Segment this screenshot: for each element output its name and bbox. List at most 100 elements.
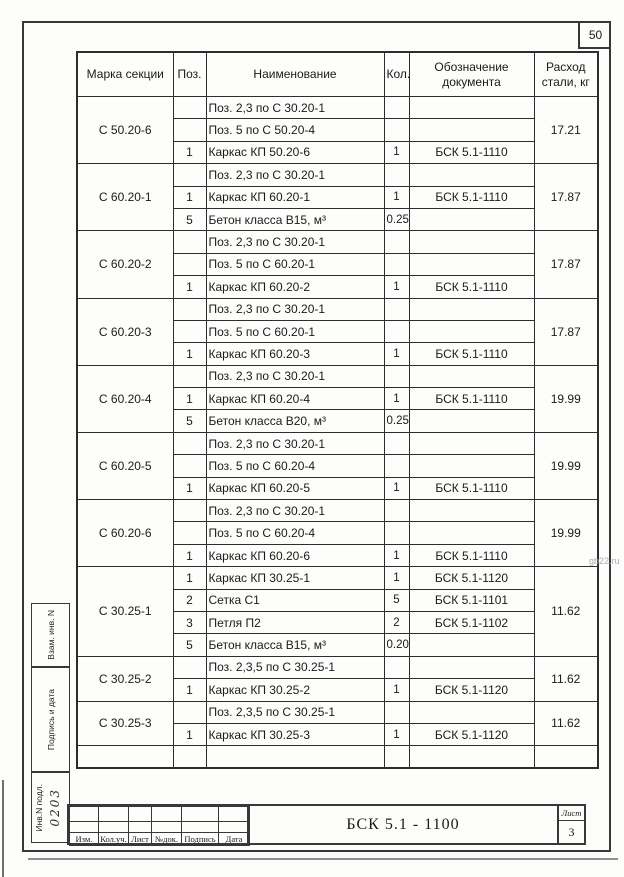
name-cell: Бетон класса В15, м³ (205, 633, 385, 657)
steel-cell: 19.99 (533, 364, 599, 433)
pos-cell (172, 454, 207, 478)
table-row: С 50.20-6 Поз. 2,3 по С 30.20-1 17.21 (76, 95, 599, 165)
qty-cell (383, 118, 410, 142)
table-row: 1 Каркас КП 60.20-4 1 БСК 5.1-1110 (77, 387, 598, 411)
name-cell: Поз. 2,3 по С 30.20-1 (205, 95, 385, 120)
revision-column-label: Дата (218, 832, 250, 846)
doc-cell: БСК 5.1-1110 (408, 185, 535, 209)
specification-table: Марка секции Поз. Наименование Кол. Обоз… (76, 51, 599, 770)
qty-cell: 0.25 (383, 409, 410, 433)
name-cell: Поз. 2,3 по С 30.20-1 (205, 431, 385, 456)
table-row: 1 Каркас КП 30.25-2 1 БСК 5.1-1120 (77, 678, 598, 702)
name-cell: Петля П2 (205, 610, 385, 635)
table-row: 1 Каркас КП 60.20-5 1 БСК 5.1-1110 (77, 476, 598, 501)
revision-column-label: №док. (151, 832, 182, 846)
pos-cell: 5 (172, 207, 207, 232)
doc-cell (408, 431, 535, 456)
doc-cell (408, 319, 535, 344)
title-block-revision-table: Изм. Кол.уч. Лист №док. Подпись Дата (67, 804, 250, 846)
document-number-cell: БСК 5.1 - 1100 (247, 804, 559, 845)
table-row: С 60.20-3 Поз. 2,3 по С 30.20-1 17.87 (76, 297, 599, 366)
steel-cell: 19.99 (533, 499, 599, 568)
mark-cell: С 60.20-1 (76, 163, 174, 232)
sheet-cell: Лист 3 (557, 804, 586, 845)
steel-cell: 17.87 (533, 163, 599, 232)
name-cell: Поз. 5 по С 60.20-4 (205, 454, 385, 478)
mark-cell: С 60.20-6 (76, 499, 174, 568)
steel-cell: 11.62 (533, 655, 599, 702)
doc-cell (408, 297, 535, 321)
mark-cell: С 60.20-4 (76, 364, 174, 433)
pos-cell: 5 (172, 409, 207, 433)
pos-cell: 1 (172, 387, 207, 411)
doc-cell (408, 364, 535, 389)
revision-column-label: Изм. (69, 832, 99, 846)
page-number-box: 50 (578, 23, 611, 49)
doc-cell (408, 499, 535, 523)
table-row: 5 Бетон класса В20, м³ 0.25 (77, 409, 598, 433)
name-cell: Бетон класса В15, м³ (205, 207, 385, 232)
qty-cell: 2 (383, 610, 410, 635)
header-doc: Обозначение документа (408, 51, 535, 97)
pos-cell (172, 252, 207, 277)
pos-cell: 3 (172, 610, 207, 635)
name-cell: Каркас КП 60.20-4 (205, 387, 385, 411)
pos-cell (172, 118, 207, 142)
table-row: С 60.20-1 Поз. 2,3 по С 30.20-1 17.87 (76, 163, 599, 232)
margin-box-vzam-inv: Взам. инв. N (31, 603, 70, 667)
pos-cell: 1 (172, 342, 207, 366)
table-row: 5 Бетон класса В15, м³ 0.20 (77, 633, 598, 657)
mark-cell (76, 745, 174, 769)
name-cell: Каркас КП 30.25-3 (205, 722, 385, 747)
table-row: 1 Каркас КП 60.20-6 1 БСК 5.1-1110 (77, 543, 598, 568)
name-cell: Поз. 2,3 по С 30.20-1 (205, 230, 385, 254)
header-mark: Марка секции (76, 51, 174, 97)
qty-cell: 1 (383, 275, 410, 299)
pos-cell (172, 431, 207, 456)
qty-cell (383, 297, 410, 321)
doc-cell: БСК 5.1-1110 (408, 387, 535, 411)
mark-cell: С 60.20-5 (76, 431, 174, 501)
header-qty: Кол. (383, 51, 410, 97)
pos-cell: 1 (172, 543, 207, 568)
table-row: С 60.20-2 Поз. 2,3 по С 30.20-1 17.87 (76, 230, 599, 299)
mark-cell: С 60.20-3 (76, 297, 174, 366)
table-row: Поз. 5 по С 60.20-1 (77, 319, 598, 344)
qty-cell (383, 431, 410, 456)
name-cell: Каркас КП 60.20-5 (205, 476, 385, 501)
qty-cell: 5 (383, 588, 410, 612)
revision-label-row: Изм. Кол.уч. Лист №док. Подпись Дата (69, 832, 250, 846)
qty-cell: 0.20 (383, 633, 410, 657)
pos-cell (172, 364, 207, 389)
doc-cell (408, 409, 535, 433)
qty-cell (383, 95, 410, 120)
name-cell: Поз. 5 по С 50.20-4 (205, 118, 385, 142)
qty-cell (383, 163, 410, 187)
scan-edge-line (28, 858, 618, 860)
table-header: Марка секции Поз. Наименование Кол. Обоз… (76, 51, 599, 97)
watermark: gb22.ru (589, 556, 620, 566)
doc-cell (408, 252, 535, 277)
scan-edge-line (2, 780, 4, 877)
qty-cell (383, 655, 410, 680)
table-row: 2 Сетка С1 5 БСК 5.1-1101 (77, 588, 598, 612)
page-frame (22, 21, 611, 852)
doc-cell (408, 633, 535, 657)
doc-cell: БСК 5.1-1110 (408, 476, 535, 501)
qty-cell: 1 (383, 140, 410, 165)
doc-cell (408, 700, 535, 724)
doc-cell: БСК 5.1-1102 (408, 610, 535, 635)
margin-label: Инв.N подл. (34, 783, 44, 832)
qty-cell (383, 745, 410, 769)
name-cell: Бетон класса В20, м³ (205, 409, 385, 433)
margin-label: Взам. инв. N (45, 610, 56, 660)
mark-cell: С 30.25-2 (76, 655, 174, 702)
table-row: Поз. 5 по С 60.20-1 (77, 252, 598, 277)
pos-cell: 5 (172, 633, 207, 657)
table-row: 3 Петля П2 2 БСК 5.1-1102 (77, 610, 598, 635)
qty-cell: 1 (383, 476, 410, 501)
mark-cell: С 30.25-3 (76, 700, 174, 747)
revision-column-label: Лист (128, 832, 152, 846)
qty-cell (383, 521, 410, 545)
qty-cell (383, 499, 410, 523)
